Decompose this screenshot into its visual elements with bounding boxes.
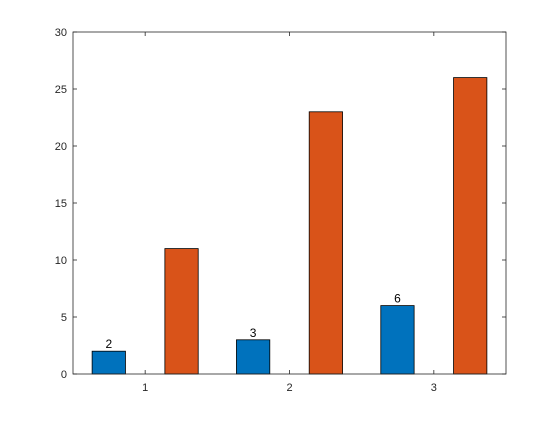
y-tick-label: 25 xyxy=(55,84,67,96)
bar-series-2-2 xyxy=(308,111,343,375)
chart-marks: 2 3 6 xyxy=(91,77,488,375)
y-tick-label: 30 xyxy=(55,27,67,39)
y-tick-label: 15 xyxy=(55,198,67,210)
data-label-1: 2 xyxy=(105,337,112,351)
axes-box xyxy=(72,31,507,375)
x-axis-ticks: 1 2 3 xyxy=(142,32,437,394)
data-label-3: 6 xyxy=(394,292,401,306)
bar-series-2-3 xyxy=(453,77,488,375)
x-tick-label: 3 xyxy=(431,382,437,394)
bar-series-2-1 xyxy=(164,248,199,375)
y-tick-label: 20 xyxy=(55,141,67,153)
bar-series-1-1 xyxy=(91,350,126,375)
bar-series-1-3 xyxy=(380,305,415,375)
y-tick-label: 5 xyxy=(61,312,67,324)
x-tick-label: 1 xyxy=(142,382,148,394)
data-label-2: 3 xyxy=(250,326,257,340)
y-tick-label: 0 xyxy=(61,369,67,381)
bar-series-1-2 xyxy=(236,339,271,375)
y-tick-label: 10 xyxy=(55,255,67,267)
y-axis-ticks: 0 5 10 15 20 25 30 xyxy=(55,27,506,381)
x-tick-label: 2 xyxy=(286,382,292,394)
